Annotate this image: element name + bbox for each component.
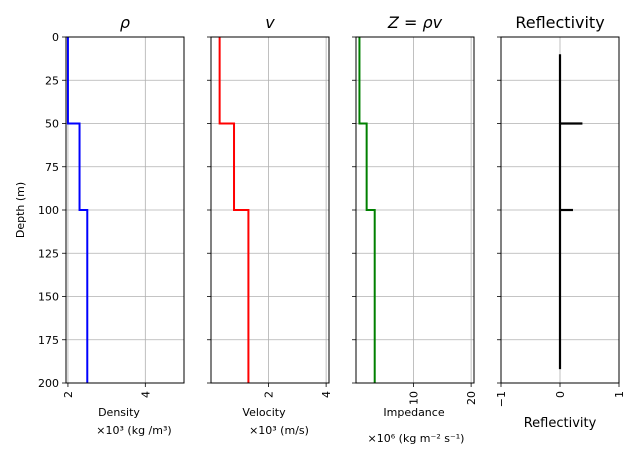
y-tick-label: 125 [38,247,59,260]
x-tick-label: −1 [495,391,508,407]
x-tick-label: 2 [263,391,276,398]
x-tick-label: 4 [139,391,152,398]
y-tick-label: 150 [38,291,59,304]
velocity-panel: 2 4 v Velocity ×10³ (m/s) [207,13,333,437]
series-line [358,37,376,383]
reflectivity-panel: −1 0 1 Reflectivity Reflectivity [495,13,626,431]
panel-title: ρ [120,13,130,32]
series-line [218,37,250,383]
x-axis-label: Density [98,406,140,419]
y-tick-label: 25 [45,74,59,87]
x-axis-unit-label: ×10⁶ (kg m⁻² s⁻¹) [368,432,465,445]
x-tick-label: 20 [465,391,478,405]
y-tick-label: 0 [52,31,59,44]
x-tick-label: 2 [62,391,75,398]
y-axis-label: Depth (m) [14,182,27,238]
panel-title: Reflectivity [515,13,604,32]
x-tick-label: 1 [613,391,626,398]
x-axis-label: Velocity [242,406,286,419]
x-axis-label: Reflectivity [524,416,597,431]
x-tick-label: 0 [554,391,567,398]
y-tick-label: 75 [45,161,59,174]
x-axis-label: Impedance [383,406,444,419]
x-axis-unit-label: ×10³ (m/s) [249,424,309,437]
panel-title: v [265,13,275,32]
y-tick-label: 100 [38,204,59,217]
impedance-panel: 10 20 Z = ρv Impedance ×10⁶ (kg m⁻² s⁻¹) [352,13,478,445]
y-tick-label: 200 [38,377,59,390]
x-tick-label: 4 [320,391,333,398]
x-tick-label: 10 [408,391,421,405]
y-tick-label: 175 [38,334,59,347]
series-line [66,37,89,383]
panel-title: Z = ρv [387,13,443,32]
x-axis-unit-label: ×10³ (kg /m³) [96,424,171,437]
y-tick-label: 50 [45,118,59,131]
